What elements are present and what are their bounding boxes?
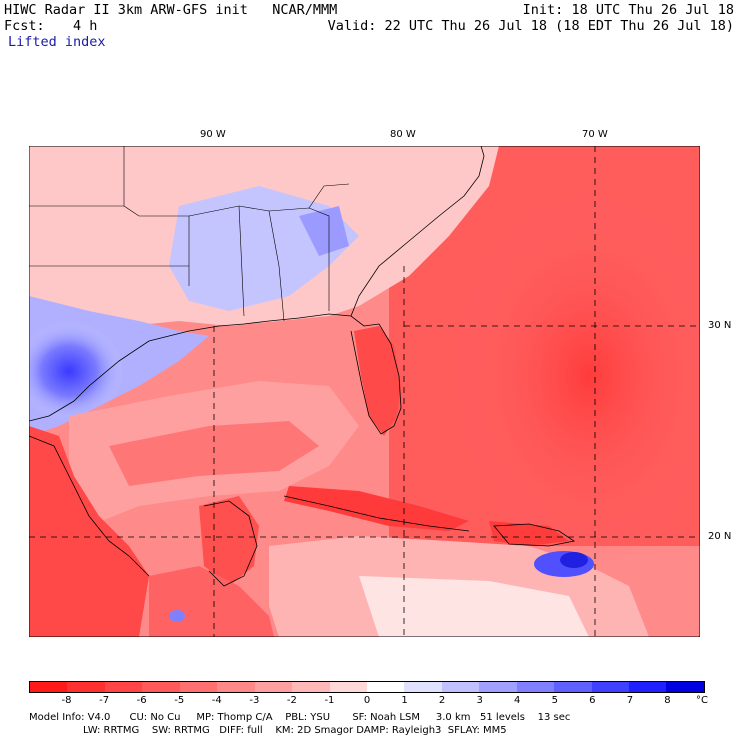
colorbar-swatch	[366, 682, 405, 692]
florida-field	[354, 326, 401, 436]
colorbar-tick-label: 5	[551, 695, 558, 706]
colorbar-tick-label: 8	[664, 695, 671, 706]
mexico-field	[29, 426, 149, 637]
georgia-stable-field	[299, 206, 349, 256]
forecast-hour: 4 h	[73, 18, 98, 34]
lat-label-30n: 30 N	[708, 320, 732, 331]
colorbar-swatch	[554, 682, 592, 692]
lon-label-90w: 90 W	[200, 129, 226, 140]
colorbar-tick-label: 4	[514, 695, 521, 706]
state-borders	[29, 146, 350, 322]
coastlines	[29, 146, 576, 587]
colorbar-unit: °C	[696, 695, 708, 706]
colorbar-swatch	[179, 682, 218, 692]
colorbar-tick-label: 0	[363, 695, 371, 706]
lat-label-20n: 20 N	[708, 531, 732, 542]
colorbar-tick-label: 6	[589, 695, 596, 706]
colorbar-tick-label: 7	[626, 695, 634, 706]
colorbar-tick-label: -6	[136, 695, 147, 706]
model-info-line-2: LW: RRTMG SW: RRTMG DIFF: full KM: 2D Sm…	[29, 725, 507, 736]
hispaniola-field	[489, 521, 569, 546]
central-america-stable-speck	[169, 610, 185, 622]
colorbar-tick-label: 3	[476, 695, 483, 706]
colorbar-swatch	[666, 682, 704, 692]
colorbar-tick-label: 1	[401, 695, 408, 706]
colorbar-tick-label: -1	[324, 695, 335, 706]
gulf-band-inner	[109, 421, 319, 486]
colorbar-tick-label: 2	[438, 695, 446, 706]
colorbar-swatch	[292, 682, 330, 692]
model-info-line-1: Model Info: V4.0 CU: No Cu MP: Thomp C/A…	[29, 712, 571, 723]
colorbar-swatch	[67, 682, 105, 692]
valid-time: Valid: 22 UTC Thu 26 Jul 18 (18 EDT Thu …	[327, 18, 734, 34]
colorbar-swatch	[30, 682, 68, 692]
colorbar-swatch	[254, 682, 293, 692]
colorbar-swatch	[329, 682, 367, 692]
colorbar-tick-label: -8	[61, 695, 72, 706]
colorbar-swatch	[404, 682, 442, 692]
lon-label-70w: 70 W	[582, 129, 608, 140]
model-title: HIWC Radar II 3km ARW-GFS init NCAR/MMM	[4, 2, 338, 18]
colorbar-tick-label: -7	[99, 695, 110, 706]
colorbar-swatch	[142, 682, 180, 692]
colorbar-swatch	[629, 682, 667, 692]
colorbar	[29, 681, 705, 693]
forecast-label: Fcst:	[4, 18, 45, 34]
hispaniola-stable-core	[560, 552, 588, 568]
init-time: Init: 18 UTC Thu 26 Jul 18	[522, 2, 734, 18]
cuba-field	[284, 486, 469, 531]
colorbar-swatch	[479, 682, 517, 692]
texas-stable-core	[29, 321, 124, 421]
colorbar-swatch	[217, 682, 255, 692]
colorbar-tick-label: -2	[286, 695, 297, 706]
colorbar-tick-label: -4	[211, 695, 222, 706]
caribbean-pale-field	[359, 576, 589, 637]
colorbar-swatch	[104, 682, 143, 692]
colorbar-swatch	[591, 682, 629, 692]
colorbar-swatch	[516, 682, 555, 692]
colorbar-swatch	[441, 682, 480, 692]
colorbar-tick-label: -5	[174, 695, 185, 706]
colorbar-tick-label: -3	[249, 695, 260, 706]
lifted-index-map	[29, 146, 700, 637]
lon-label-80w: 80 W	[390, 129, 416, 140]
graticule	[29, 146, 700, 637]
field-name: Lifted index	[8, 34, 106, 50]
east-core-field	[449, 186, 700, 566]
